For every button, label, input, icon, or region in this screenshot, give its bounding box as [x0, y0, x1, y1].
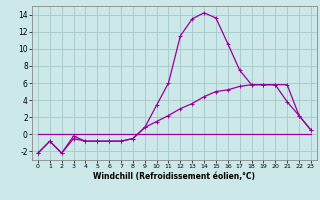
- X-axis label: Windchill (Refroidissement éolien,°C): Windchill (Refroidissement éolien,°C): [93, 172, 255, 181]
